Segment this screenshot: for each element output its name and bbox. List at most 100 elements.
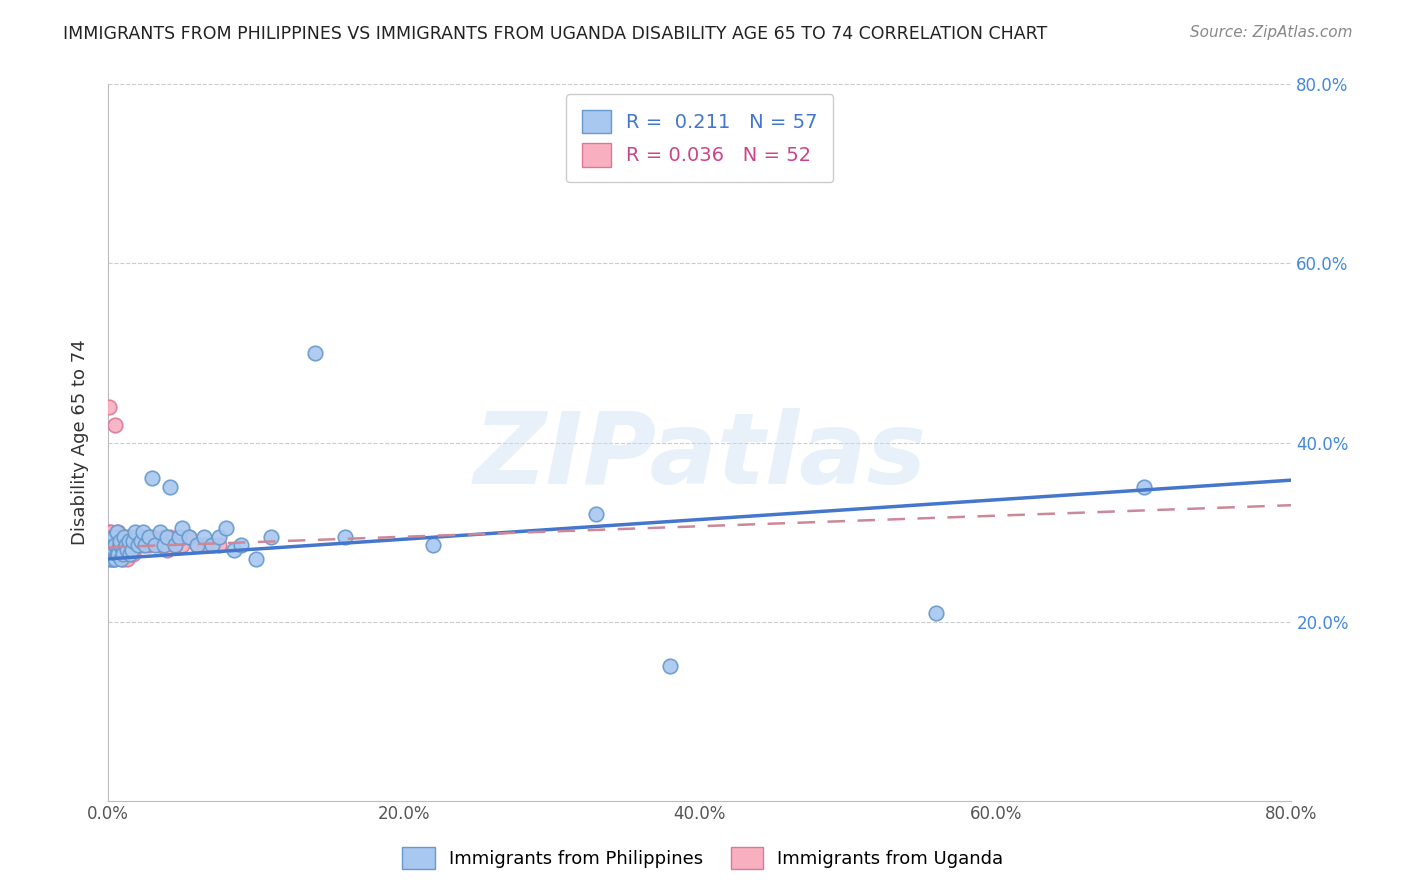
Point	[101, 552, 124, 566]
Point	[170, 539, 193, 553]
Point	[149, 539, 172, 553]
Point	[245, 552, 267, 566]
Point	[98, 529, 121, 543]
Point	[200, 539, 222, 553]
Point	[101, 539, 124, 553]
Point	[422, 539, 444, 553]
Point	[121, 539, 143, 553]
Point	[104, 417, 127, 432]
Point	[304, 346, 326, 360]
Point	[125, 529, 148, 543]
Point	[208, 529, 231, 543]
Point	[132, 539, 155, 553]
Point	[100, 539, 122, 553]
Point	[115, 543, 138, 558]
Text: IMMIGRANTS FROM PHILIPPINES VS IMMIGRANTS FROM UGANDA DISABILITY AGE 65 TO 74 CO: IMMIGRANTS FROM PHILIPPINES VS IMMIGRANT…	[63, 25, 1047, 43]
Point	[103, 543, 125, 558]
Legend: R =  0.211   N = 57, R = 0.036   N = 52: R = 0.211 N = 57, R = 0.036 N = 52	[567, 95, 834, 183]
Point	[108, 534, 131, 549]
Point	[231, 539, 253, 553]
Point	[120, 529, 142, 543]
Point	[107, 524, 129, 539]
Point	[114, 529, 136, 543]
Point	[108, 539, 131, 553]
Point	[111, 543, 134, 558]
Point	[134, 539, 156, 553]
Point	[120, 548, 142, 562]
Point	[127, 539, 149, 553]
Point	[208, 539, 231, 553]
Point	[101, 534, 124, 549]
Point	[103, 552, 125, 566]
Point	[111, 552, 134, 566]
Point	[159, 480, 181, 494]
Point	[105, 524, 128, 539]
Point	[100, 539, 122, 553]
Point	[124, 524, 146, 539]
Point	[193, 529, 215, 543]
Point	[100, 534, 122, 549]
Point	[112, 543, 135, 558]
Text: ZIPatlas: ZIPatlas	[474, 409, 927, 506]
Y-axis label: Disability Age 65 to 74: Disability Age 65 to 74	[72, 340, 89, 545]
Point	[138, 529, 160, 543]
Point	[153, 529, 176, 543]
Point	[167, 529, 190, 543]
Point	[110, 552, 132, 566]
Point	[134, 529, 156, 543]
Point	[105, 548, 128, 562]
Point	[104, 552, 127, 566]
Point	[104, 539, 127, 553]
Point	[112, 529, 135, 543]
Point	[179, 529, 201, 543]
Point	[100, 548, 122, 562]
Point	[127, 539, 149, 553]
Point	[129, 529, 152, 543]
Point	[107, 548, 129, 562]
Point	[111, 539, 134, 553]
Text: Source: ZipAtlas.com: Source: ZipAtlas.com	[1189, 25, 1353, 40]
Point	[156, 529, 179, 543]
Point	[124, 539, 146, 553]
Point	[153, 539, 176, 553]
Point	[659, 659, 682, 673]
Point	[108, 539, 131, 553]
Point	[98, 552, 121, 566]
Point	[333, 529, 356, 543]
Point	[115, 552, 138, 566]
Point	[186, 539, 208, 553]
Point	[215, 520, 238, 534]
Point	[98, 400, 121, 414]
Point	[110, 548, 132, 562]
Point	[122, 534, 145, 549]
Point	[163, 539, 186, 553]
Point	[138, 539, 160, 553]
Point	[105, 529, 128, 543]
Point	[122, 548, 145, 562]
Point	[1132, 480, 1154, 494]
Point	[222, 543, 245, 558]
Point	[108, 529, 131, 543]
Point	[114, 539, 136, 553]
Point	[105, 539, 128, 553]
Point	[101, 552, 124, 566]
Point	[132, 524, 155, 539]
Point	[111, 548, 134, 562]
Point	[585, 507, 607, 521]
Point	[103, 529, 125, 543]
Point	[925, 606, 948, 620]
Point	[163, 539, 186, 553]
Point	[159, 529, 181, 543]
Legend: Immigrants from Philippines, Immigrants from Uganda: Immigrants from Philippines, Immigrants …	[394, 838, 1012, 879]
Point	[143, 539, 166, 553]
Point	[98, 539, 121, 553]
Point	[104, 548, 127, 562]
Point	[141, 529, 163, 543]
Point	[121, 543, 143, 558]
Point	[118, 539, 141, 553]
Point	[193, 539, 215, 553]
Point	[170, 520, 193, 534]
Point	[100, 524, 122, 539]
Point	[129, 534, 152, 549]
Point	[260, 529, 283, 543]
